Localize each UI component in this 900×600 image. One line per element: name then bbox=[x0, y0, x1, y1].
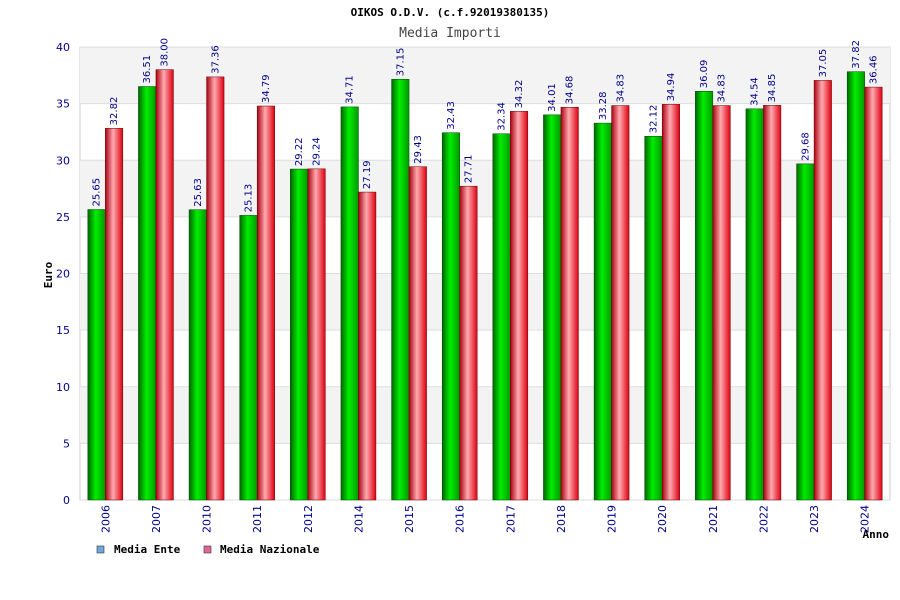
legend-label-media-ente: Media Ente bbox=[114, 543, 181, 556]
legend-swatch-media-nazionale bbox=[203, 545, 212, 554]
value-label-media-ente-2021: 36.09 bbox=[699, 60, 710, 89]
bar-media-ente-2007 bbox=[138, 86, 157, 501]
bar-media-ente-2017 bbox=[492, 133, 511, 501]
chart-subtitle: Media Importi bbox=[399, 26, 501, 41]
value-label-media-ente-2014: 34.71 bbox=[345, 75, 356, 104]
value-label-media-nazionale-2006: 32.82 bbox=[109, 97, 120, 126]
value-label-media-ente-2012: 29.22 bbox=[294, 137, 305, 166]
y-tick-label: 15 bbox=[56, 324, 70, 337]
y-axis-label: Euro bbox=[42, 261, 55, 288]
legend: Media Ente Media Nazionale bbox=[96, 543, 320, 556]
bar-media-nazionale-2011 bbox=[256, 105, 275, 501]
bar-media-ente-2022 bbox=[745, 108, 764, 501]
bar-media-nazionale-2018 bbox=[560, 106, 579, 501]
value-label-media-ente-2011: 25.13 bbox=[243, 184, 254, 213]
bar-media-nazionale-2021 bbox=[712, 105, 731, 501]
y-tick-label: 40 bbox=[56, 41, 70, 54]
y-tick-label: 20 bbox=[56, 268, 70, 281]
value-label-media-ente-2022: 34.54 bbox=[750, 77, 761, 106]
value-label-media-nazionale-2019: 34.83 bbox=[615, 74, 626, 103]
value-label-media-ente-2010: 25.63 bbox=[193, 178, 204, 207]
bar-media-ente-2006 bbox=[87, 209, 106, 501]
y-tick-label: 10 bbox=[56, 381, 70, 394]
value-label-media-nazionale-2016: 27.71 bbox=[463, 155, 474, 184]
value-label-media-ente-2020: 32.12 bbox=[648, 105, 659, 134]
bar-media-ente-2019 bbox=[593, 122, 612, 501]
bar-media-ente-2014 bbox=[340, 106, 359, 501]
y-tick-label: 5 bbox=[63, 437, 70, 450]
value-label-media-nazionale-2010: 37.36 bbox=[210, 45, 221, 74]
value-label-media-ente-2006: 25.65 bbox=[92, 178, 103, 207]
x-axis-label: Anno bbox=[863, 528, 890, 541]
value-label-media-nazionale-2023: 37.05 bbox=[818, 49, 829, 78]
bar-media-nazionale-2014 bbox=[358, 191, 377, 501]
value-label-media-nazionale-2024: 36.46 bbox=[868, 55, 879, 84]
bar-media-nazionale-2024 bbox=[864, 86, 883, 501]
value-label-media-ente-2018: 34.01 bbox=[547, 83, 558, 112]
bar-media-nazionale-2016 bbox=[459, 185, 478, 501]
bar-media-ente-2020 bbox=[644, 135, 663, 501]
x-tick-label-2017: 2017 bbox=[504, 505, 517, 533]
bar-media-ente-2011 bbox=[239, 215, 258, 501]
bar-media-nazionale-2017 bbox=[510, 111, 529, 501]
bar-media-nazionale-2007 bbox=[155, 69, 174, 501]
x-tick-label-2011: 2011 bbox=[251, 505, 264, 533]
chart-title: OIKOS O.D.V. (c.f.92019380135) bbox=[351, 6, 550, 19]
value-label-media-ente-2023: 29.68 bbox=[800, 132, 811, 161]
bar-media-ente-2012 bbox=[290, 168, 309, 501]
x-tick-label-2023: 2023 bbox=[808, 505, 821, 533]
value-label-media-ente-2007: 36.51 bbox=[142, 55, 153, 84]
bar-media-nazionale-2023 bbox=[813, 80, 832, 501]
x-tick-label-2018: 2018 bbox=[555, 505, 568, 533]
value-label-media-ente-2016: 32.43 bbox=[446, 101, 457, 130]
bar-media-ente-2016 bbox=[441, 132, 460, 501]
y-tick-label: 30 bbox=[56, 154, 70, 167]
value-label-media-nazionale-2015: 29.43 bbox=[413, 135, 424, 164]
legend-label-media-nazionale: Media Nazionale bbox=[220, 543, 320, 556]
x-tick-label-2021: 2021 bbox=[707, 505, 720, 533]
x-tick-label-2007: 2007 bbox=[150, 505, 163, 533]
bar-media-ente-2021 bbox=[695, 91, 714, 501]
x-tick-label-2019: 2019 bbox=[606, 505, 619, 533]
y-tick-label: 0 bbox=[63, 494, 70, 507]
bar-media-ente-2018 bbox=[543, 114, 562, 501]
legend-swatch-media-ente bbox=[96, 545, 105, 554]
bar-media-nazionale-2020 bbox=[661, 104, 680, 501]
bar-media-ente-2015 bbox=[391, 79, 410, 501]
bar-media-nazionale-2010 bbox=[206, 76, 225, 501]
value-label-media-nazionale-2021: 34.83 bbox=[717, 74, 728, 103]
x-tick-label-2022: 2022 bbox=[757, 505, 770, 533]
x-tick-label-2015: 2015 bbox=[403, 505, 416, 533]
bar-media-nazionale-2022 bbox=[763, 105, 782, 501]
bar-media-nazionale-2006 bbox=[105, 128, 124, 501]
value-label-media-ente-2017: 32.34 bbox=[497, 102, 508, 131]
x-tick-label-2006: 2006 bbox=[99, 505, 112, 533]
x-tick-label-2014: 2014 bbox=[352, 505, 365, 533]
value-label-media-ente-2019: 33.28 bbox=[598, 91, 609, 120]
bar-media-nazionale-2019 bbox=[611, 105, 630, 501]
value-label-media-ente-2015: 37.15 bbox=[395, 48, 406, 77]
bar-media-ente-2024 bbox=[846, 71, 865, 501]
y-tick-label: 35 bbox=[56, 98, 70, 111]
bar-media-ente-2010 bbox=[188, 209, 207, 501]
y-tick-label: 25 bbox=[56, 211, 70, 224]
value-label-media-nazionale-2018: 34.68 bbox=[565, 76, 576, 105]
value-label-media-nazionale-2007: 38.00 bbox=[160, 38, 171, 67]
x-tick-label-2020: 2020 bbox=[656, 505, 669, 533]
bar-media-nazionale-2012 bbox=[307, 168, 326, 501]
value-label-media-nazionale-2020: 34.94 bbox=[666, 73, 677, 102]
x-tick-label-2024: 2024 bbox=[859, 505, 872, 533]
x-tick-label-2012: 2012 bbox=[302, 505, 315, 533]
x-tick-label-2010: 2010 bbox=[201, 505, 214, 533]
value-label-media-ente-2024: 37.82 bbox=[851, 40, 862, 69]
value-label-media-nazionale-2022: 34.85 bbox=[767, 74, 778, 103]
value-label-media-nazionale-2014: 27.19 bbox=[362, 160, 373, 189]
bar-media-nazionale-2015 bbox=[408, 166, 427, 501]
bar-media-ente-2023 bbox=[796, 163, 815, 501]
value-label-media-nazionale-2012: 29.24 bbox=[312, 137, 323, 166]
x-tick-label-2016: 2016 bbox=[454, 505, 467, 533]
value-label-media-nazionale-2011: 34.79 bbox=[261, 74, 272, 103]
value-label-media-nazionale-2017: 34.32 bbox=[514, 80, 525, 109]
